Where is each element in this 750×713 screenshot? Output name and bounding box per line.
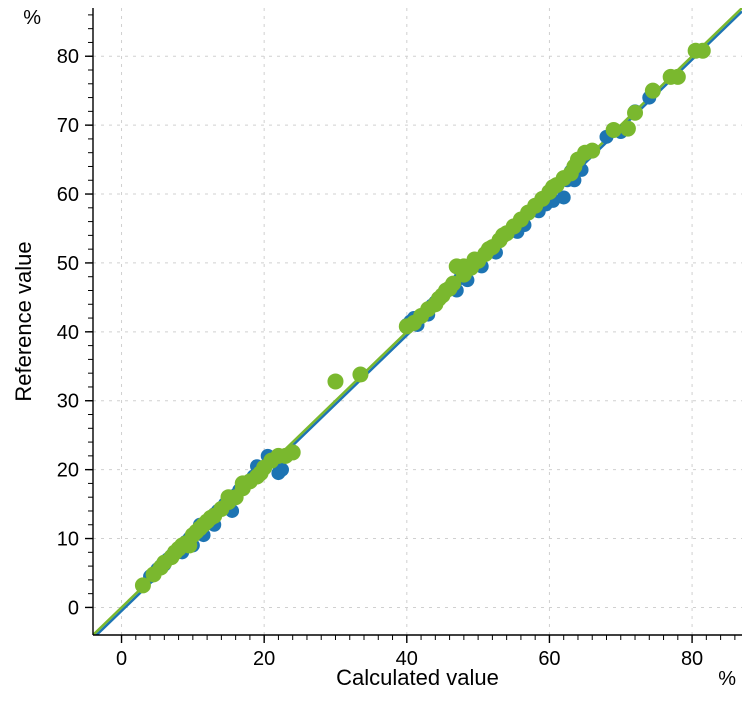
data-point-green bbox=[670, 69, 686, 85]
y-tick-label: 30 bbox=[57, 391, 79, 413]
data-point-green bbox=[285, 444, 301, 460]
data-point-green bbox=[645, 83, 661, 99]
y-tick-label: 10 bbox=[57, 529, 79, 551]
y-tick-label: 20 bbox=[57, 460, 79, 482]
scatter-chart: 02040608001020304050607080Calculated val… bbox=[0, 0, 750, 713]
y-tick-label: 80 bbox=[57, 46, 79, 68]
y-tick-label: 70 bbox=[57, 115, 79, 137]
x-tick-label: 0 bbox=[116, 648, 127, 670]
x-axis-label: Calculated value bbox=[336, 665, 499, 690]
data-point-green bbox=[620, 121, 636, 137]
y-tick-label: 60 bbox=[57, 184, 79, 206]
x-tick-label: 60 bbox=[538, 648, 560, 670]
y-axis-label: Reference value bbox=[11, 241, 36, 401]
data-point-green bbox=[584, 143, 600, 159]
y-tick-label: 50 bbox=[57, 253, 79, 275]
data-point-green bbox=[352, 367, 368, 383]
data-point-green bbox=[627, 105, 643, 121]
x-tick-label: 20 bbox=[253, 648, 275, 670]
y-tick-label: 0 bbox=[68, 597, 79, 619]
chart-svg: 02040608001020304050607080Calculated val… bbox=[0, 0, 750, 713]
y-unit-label: % bbox=[23, 7, 41, 29]
data-point-green bbox=[606, 122, 622, 138]
x-tick-label: 80 bbox=[681, 648, 703, 670]
y-tick-label: 40 bbox=[57, 322, 79, 344]
x-unit-label: % bbox=[718, 668, 736, 690]
data-point-green bbox=[695, 43, 711, 59]
data-point-green bbox=[327, 373, 343, 389]
